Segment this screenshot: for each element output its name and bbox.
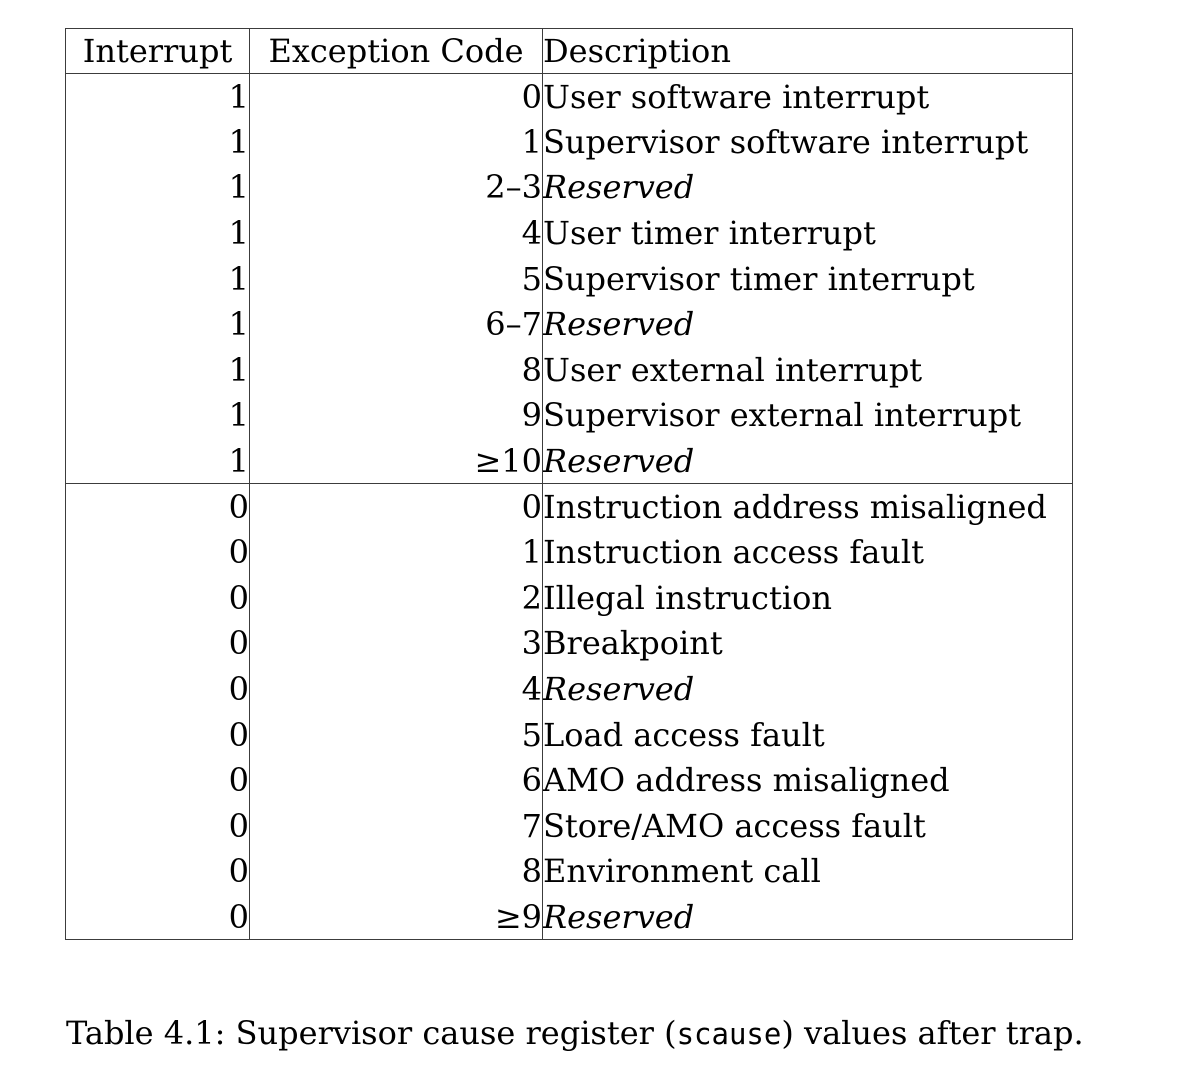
description-cell: Illegal instruction xyxy=(543,578,832,617)
exception-code-cell: 4 xyxy=(249,210,543,256)
caption-register-name: scause xyxy=(676,1017,782,1051)
exception-code-cell: ≥9 xyxy=(249,894,543,940)
caption-text-prefix: Table 4.1: Supervisor cause register ( xyxy=(66,1014,677,1052)
exception-code-cell: 0 xyxy=(249,483,543,530)
exception-code-cell: 0 xyxy=(249,73,543,120)
exception-code-cell: 6 xyxy=(249,757,543,803)
column-header-description: Description xyxy=(542,28,1073,74)
interrupt-cell: 1 xyxy=(65,301,250,348)
interrupt-cell: 1 xyxy=(65,119,250,165)
description-cell: Reserved xyxy=(543,168,695,207)
table-row: 0 0 Instruction address misaligned xyxy=(65,483,1073,530)
table-row: 1 5 Supervisor timer interrupt xyxy=(65,255,1073,302)
description-cell: Reserved xyxy=(543,305,695,344)
table-row: 1 0 User software interrupt xyxy=(65,73,1073,120)
exception-code-cell: 6–7 xyxy=(249,301,543,348)
interrupt-cell: 1 xyxy=(65,73,250,120)
exception-code-cell: 1 xyxy=(249,529,543,576)
interrupt-rows-section: 1 0 User software interrupt 1 1 Supervis… xyxy=(65,73,1073,484)
interrupt-cell: 0 xyxy=(65,757,250,803)
description-cell: User software interrupt xyxy=(543,77,930,116)
interrupt-cell: 0 xyxy=(65,575,250,621)
table-row: 0 3 Breakpoint xyxy=(65,620,1073,667)
caption-text-suffix: ) values after trap. xyxy=(781,1014,1084,1052)
table-row: 1 6–7 Reserved xyxy=(65,301,1073,348)
table-header: Interrupt Exception Code Description xyxy=(65,28,1073,74)
description-cell: Supervisor software interrupt xyxy=(543,122,1029,161)
description-cell: Environment call xyxy=(543,852,821,891)
column-header-exception-code: Exception Code xyxy=(249,28,543,74)
interrupt-cell: 1 xyxy=(65,164,250,211)
interrupt-cell: 0 xyxy=(65,848,250,895)
description-cell: Supervisor timer interrupt xyxy=(543,259,975,298)
exception-code-cell: 9 xyxy=(249,392,543,439)
interrupt-cell: 0 xyxy=(65,483,250,530)
header-row: Interrupt Exception Code Description xyxy=(65,28,1073,74)
description-cell: Instruction address misaligned xyxy=(542,483,1073,530)
table-row: 0 1 Instruction access fault xyxy=(65,529,1073,576)
table-row: 0 7 Store/AMO access fault xyxy=(65,803,1073,849)
column-header-interrupt: Interrupt xyxy=(65,28,250,74)
interrupt-cell: 1 xyxy=(65,255,250,302)
description-cell: Reserved xyxy=(543,441,695,480)
interrupt-cell: 0 xyxy=(65,803,250,849)
table-row: 1 2–3 Reserved xyxy=(65,164,1073,211)
table-row: 0 5 Load access fault xyxy=(65,711,1073,758)
table-row: 0 4 Reserved xyxy=(65,666,1073,712)
description-cell: Load access fault xyxy=(543,715,825,754)
table-caption: Table 4.1: Supervisor cause register (sc… xyxy=(66,1012,1084,1055)
table-row: 0 6 AMO address misaligned xyxy=(65,757,1073,803)
exception-code-cell: 2 xyxy=(249,575,543,621)
interrupt-cell: 1 xyxy=(65,347,250,393)
description-cell: User external interrupt xyxy=(543,350,923,389)
description-cell: Instruction access fault xyxy=(543,533,924,572)
table-row: 0 ≥9 Reserved xyxy=(65,894,1073,940)
exception-code-cell: 2–3 xyxy=(249,164,543,211)
description-cell: Breakpoint xyxy=(543,624,723,663)
exception-code-cell: 3 xyxy=(249,620,543,667)
description-cell: User timer interrupt xyxy=(543,214,876,253)
exception-code-cell: 7 xyxy=(249,803,543,849)
table-row: 1 ≥10 Reserved xyxy=(65,438,1073,484)
interrupt-cell: 1 xyxy=(65,210,250,256)
exception-code-cell: 4 xyxy=(249,666,543,712)
description-cell: AMO address misaligned xyxy=(543,761,950,800)
interrupt-cell: 0 xyxy=(65,529,250,576)
exception-rows-section: 0 0 Instruction address misaligned 0 1 I… xyxy=(65,483,1073,940)
description-cell: Supervisor external interrupt xyxy=(543,396,1022,435)
table-row: 0 8 Environment call xyxy=(65,848,1073,895)
description-cell: Reserved xyxy=(543,670,695,709)
table-row: 1 9 Supervisor external interrupt xyxy=(65,392,1073,439)
exception-code-cell: 5 xyxy=(249,255,543,302)
table-row: 1 1 Supervisor software interrupt xyxy=(65,119,1073,165)
exception-code-cell: 8 xyxy=(249,347,543,393)
table-row: 0 2 Illegal instruction xyxy=(65,575,1073,621)
scause-values-table: Interrupt Exception Code Description 1 0… xyxy=(65,28,1073,941)
interrupt-cell: 0 xyxy=(65,620,250,667)
exception-code-cell: 5 xyxy=(249,711,543,758)
interrupt-cell: 1 xyxy=(65,392,250,439)
exception-code-cell: ≥10 xyxy=(249,438,543,484)
interrupt-cell: 1 xyxy=(65,438,250,484)
interrupt-cell: 0 xyxy=(65,894,250,940)
interrupt-cell: 0 xyxy=(65,711,250,758)
exception-code-cell: 1 xyxy=(249,119,543,165)
exception-code-cell: 8 xyxy=(249,848,543,895)
description-cell: Reserved xyxy=(543,897,695,936)
table-row: 1 4 User timer interrupt xyxy=(65,210,1073,256)
interrupt-cell: 0 xyxy=(65,666,250,712)
table-row: 1 8 User external interrupt xyxy=(65,347,1073,393)
description-cell: Store/AMO access fault xyxy=(543,806,926,845)
